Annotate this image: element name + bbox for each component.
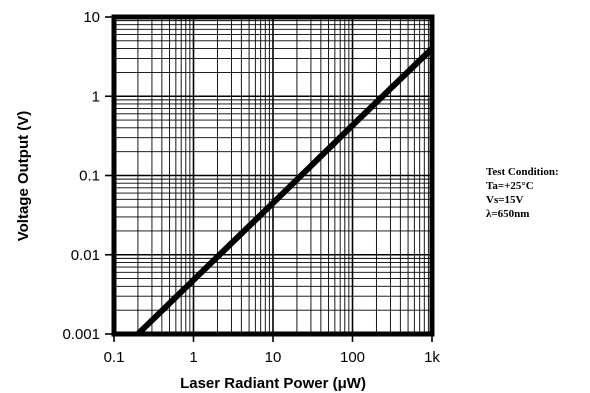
y-tick-label: 0.01 [71,247,100,264]
x-tick-label: 1k [424,349,440,366]
grid [114,17,432,334]
test-condition-wavelength: λ=650nm [486,208,529,220]
y-tick-labels: 0.001 0.01 0.1 1 10 [62,9,114,343]
y-tick-label: 0.001 [62,326,100,343]
x-axis-label: Laser Radiant Power (μW) [180,375,366,392]
y-tick-label: 10 [83,9,100,26]
test-condition-temperature: Ta=+25°C [486,180,534,192]
y-tick-label: 1 [92,88,100,105]
x-tick-label: 100 [340,349,365,366]
y-axis-label: Voltage Output (V) [15,111,32,242]
test-condition-note: Test Condition: Ta=+25°C Vs=15V λ=650nm [486,166,559,220]
test-condition-title: Test Condition: [486,166,559,178]
y-tick-label: 0.1 [79,168,100,185]
x-tick-label: 0.1 [104,349,125,366]
x-tick-label: 1 [189,349,197,366]
x-tick-labels: 0.1 1 10 100 1k [104,334,440,366]
test-condition-voltage: Vs=15V [486,194,523,206]
series-layer [135,46,435,337]
series-line-0 [135,46,435,337]
x-tick-label: 10 [265,349,282,366]
